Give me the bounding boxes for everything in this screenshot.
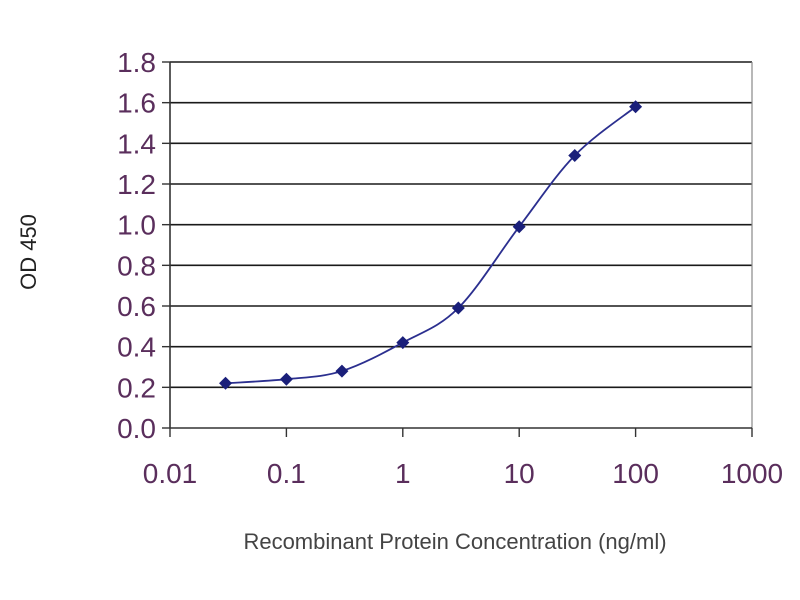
x-tick-label-0: 0.01 bbox=[143, 458, 198, 489]
y-tick-label-6: 1.2 bbox=[117, 169, 156, 200]
data-series bbox=[219, 100, 643, 390]
y-tick-label-3: 0.6 bbox=[117, 291, 156, 322]
data-point-0-5 bbox=[512, 220, 526, 234]
data-point-0-2 bbox=[335, 364, 349, 378]
tick-labels: 0.0 0.2 0.4 0.6 0.8 1.0 1.2 1.4 1.6 1.8 0.01 0.1 1 10… bbox=[117, 47, 783, 489]
y-tick-label-7: 1.4 bbox=[117, 128, 156, 159]
y-tick-label-4: 0.8 bbox=[117, 250, 156, 281]
x-tick-label-2: 1 bbox=[395, 458, 411, 489]
y-tick-label-0: 0.0 bbox=[117, 413, 156, 444]
y-axis-title: OD 450 bbox=[16, 214, 41, 290]
y-tick-label-9: 1.8 bbox=[117, 47, 156, 78]
x-tick-label-4: 100 bbox=[612, 458, 659, 489]
x-tick-label-3: 10 bbox=[504, 458, 535, 489]
y-tick-label-8: 1.6 bbox=[117, 88, 156, 119]
x-tick-label-5: 1000 bbox=[721, 458, 783, 489]
y-tick-label-1: 0.2 bbox=[117, 372, 156, 403]
data-point-0-4 bbox=[451, 301, 465, 315]
data-point-0-1 bbox=[279, 372, 293, 386]
x-axis-title: Recombinant Protein Concentration (ng/ml… bbox=[243, 529, 666, 554]
data-point-0-3 bbox=[396, 336, 410, 350]
y-tick-label-5: 1.0 bbox=[117, 210, 156, 241]
axes bbox=[162, 61, 753, 437]
gridlines bbox=[170, 61, 752, 389]
plot-area bbox=[170, 62, 752, 428]
data-point-0-0 bbox=[219, 376, 233, 390]
x-tick-label-1: 0.1 bbox=[267, 458, 306, 489]
y-tick-label-2: 0.4 bbox=[117, 332, 156, 363]
series-line-0 bbox=[225, 106, 637, 385]
data-point-0-6 bbox=[568, 149, 582, 163]
data-point-0-7 bbox=[629, 100, 643, 114]
